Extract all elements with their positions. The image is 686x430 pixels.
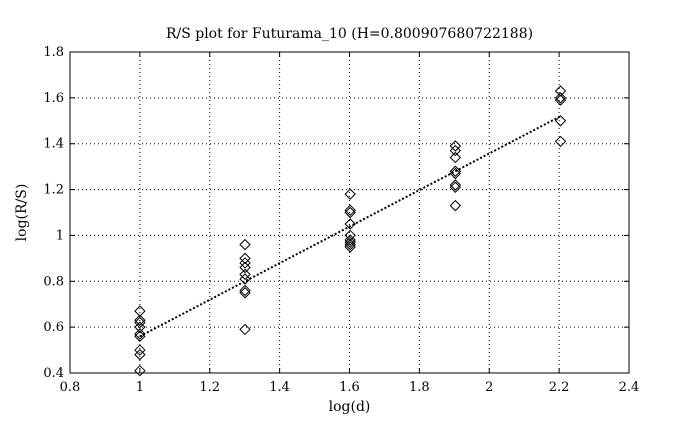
data-point-diamond — [344, 234, 356, 246]
y-tick-label: 1.6 — [43, 91, 64, 106]
x-tick-label: 1 — [136, 380, 144, 395]
data-point-diamond — [554, 85, 567, 97]
data-point-diamond — [344, 206, 356, 219]
data-point-diamond — [449, 179, 462, 191]
data-point-diamond — [554, 135, 567, 148]
data-point-diamond — [554, 92, 567, 104]
x-tick-label: 2.2 — [549, 380, 570, 395]
y-tick-label: 0.4 — [43, 366, 64, 381]
grid — [70, 52, 629, 373]
data-points — [134, 85, 567, 377]
data-point-diamond — [239, 257, 251, 269]
data-point-diamond — [239, 268, 251, 281]
data-point-diamond — [134, 348, 146, 361]
y-tick-label: 1 — [56, 228, 64, 243]
data-point-diamond — [239, 287, 251, 299]
x-tick-label: 1.6 — [339, 380, 360, 395]
axis-ticks — [69, 51, 630, 374]
data-point-diamond — [134, 314, 146, 326]
y-tick-label: 1.4 — [43, 137, 64, 152]
regression-fit-line — [139, 115, 561, 338]
data-point-diamond — [239, 252, 251, 265]
x-tick-label: 1.4 — [269, 380, 290, 395]
x-axis-label: log(d) — [329, 399, 371, 415]
fit-line-layer — [139, 115, 561, 338]
data-point-diamond — [554, 94, 567, 106]
data-point-diamond — [449, 151, 462, 164]
chart-title: R/S plot for Futurama_10 (H=0.8009076807… — [166, 26, 533, 42]
data-point-diamond — [449, 199, 462, 212]
data-point-diamond — [449, 167, 462, 180]
data-point-diamond — [344, 229, 356, 242]
y-axis-label: log(R/S) — [14, 184, 30, 242]
data-point-diamond — [344, 204, 356, 216]
data-point-diamond — [344, 241, 356, 253]
x-tick-label: 1.2 — [199, 380, 220, 395]
data-point-diamond — [239, 261, 251, 274]
data-point-diamond — [134, 316, 146, 329]
data-point-diamond — [449, 140, 462, 152]
data-point-diamond — [239, 323, 251, 336]
data-point-diamond — [134, 321, 146, 333]
data-point-diamond — [449, 144, 462, 157]
x-tick-label: 2.4 — [619, 380, 640, 395]
data-point-diamond — [134, 328, 146, 340]
data-point-diamond — [344, 238, 356, 251]
data-point-diamond — [344, 188, 356, 200]
data-point-diamond — [344, 218, 356, 230]
y-tick-label: 1.8 — [43, 45, 64, 60]
data-point-diamond — [554, 115, 567, 127]
data-point-diamond — [449, 165, 462, 177]
x-tick-label: 1.8 — [409, 380, 430, 395]
y-tick-label: 0.8 — [43, 274, 64, 289]
data-point-diamond — [449, 181, 462, 193]
x-tick-label: 2 — [485, 380, 493, 395]
data-point-diamond — [239, 238, 251, 251]
y-tick-label: 0.6 — [43, 320, 64, 335]
tick-labels: 0.8 1 1.2 1.4 1.6 1.8 2 2.2 2.4 0.4 0.6 0.8 1 1.2 1.4 1… — [43, 45, 639, 395]
y-tick-label: 1.2 — [43, 183, 64, 198]
data-point-diamond — [134, 305, 146, 317]
data-point-diamond — [134, 344, 146, 356]
x-tick-label: 0.8 — [60, 380, 81, 395]
data-point-diamond — [344, 236, 356, 249]
data-point-diamond — [134, 365, 146, 377]
data-point-diamond — [134, 330, 146, 343]
data-point-diamond — [239, 273, 251, 285]
data-point-diamond — [239, 284, 251, 297]
